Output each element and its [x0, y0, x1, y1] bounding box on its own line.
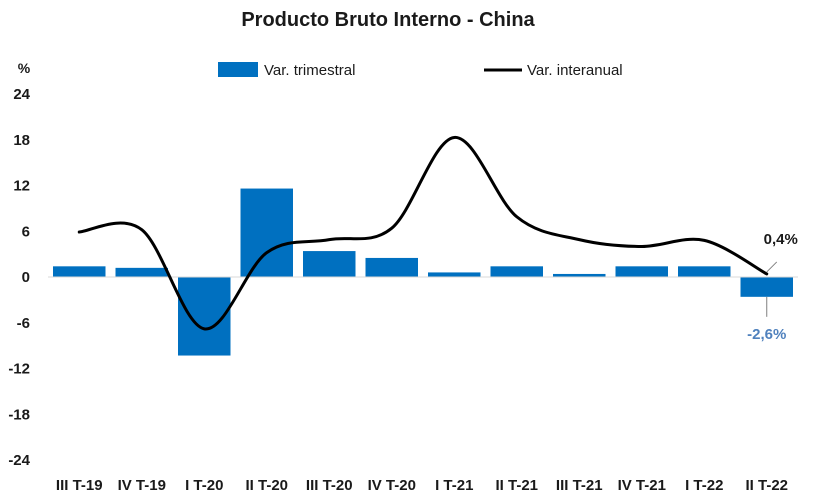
y-tick-label: 6 — [22, 223, 30, 240]
y-axis: 24 18 12 6 0 -6 -12 -18 -24 — [8, 86, 30, 469]
x-tick-label: I T-20 — [185, 477, 223, 494]
x-tick-label: II T-21 — [495, 477, 538, 494]
bar-iv-t-20 — [365, 257, 418, 277]
bar-iv-t-19 — [115, 267, 168, 277]
chart-title: Producto Bruto Interno - China — [241, 9, 535, 31]
x-tick-label: III T-19 — [56, 477, 103, 494]
annotation-leader-line — [766, 261, 778, 273]
y-tick-label: 24 — [13, 86, 30, 103]
x-tick-label: I T-22 — [685, 477, 723, 494]
annotation-var-interanual-last: 0,4% — [764, 231, 798, 248]
x-tick-label: III T-20 — [306, 477, 353, 494]
y-tick-label: -24 — [8, 452, 30, 469]
legend-swatch-var-trimestral — [218, 62, 258, 77]
bar-iii-t-19 — [53, 266, 106, 277]
annotations: 0,4% -2,6% — [747, 231, 798, 343]
bar-i-t-22 — [678, 266, 731, 277]
x-tick-label: IV T-19 — [118, 477, 166, 494]
bar-i-t-21 — [428, 272, 481, 277]
annotation-var-trimestral-last: -2,6% — [747, 326, 786, 343]
legend-label-var-trimestral: Var. trimestral — [264, 62, 355, 79]
y-tick-label: 12 — [13, 178, 30, 195]
bar-ii-t-21 — [490, 266, 543, 277]
y-unit-label: % — [18, 60, 31, 76]
legend-label-var-interanual: Var. interanual — [527, 62, 623, 79]
bars — [53, 188, 793, 356]
y-tick-label: 18 — [13, 132, 30, 149]
x-axis: III T-19 IV T-19 I T-20 II T-20 III T-20 IV T… — [56, 477, 788, 494]
bar-ii-t-20 — [240, 188, 293, 277]
bar-iii-t-21 — [553, 273, 606, 277]
x-tick-label: I T-21 — [435, 477, 473, 494]
y-tick-label: 0 — [22, 269, 30, 286]
bar-iv-t-21 — [615, 266, 668, 277]
y-tick-label: -18 — [8, 406, 30, 423]
x-tick-label: III T-21 — [556, 477, 603, 494]
legend: Var. trimestral Var. interanual — [218, 62, 623, 79]
y-tick-label: -12 — [8, 361, 30, 378]
x-tick-label: IV T-20 — [368, 477, 416, 494]
x-tick-label: II T-22 — [745, 477, 788, 494]
bar-iii-t-20 — [303, 251, 356, 277]
x-tick-label: IV T-21 — [618, 477, 666, 494]
x-tick-label: II T-20 — [245, 477, 288, 494]
bar-ii-t-22 — [740, 277, 793, 297]
y-tick-label: -6 — [17, 315, 30, 332]
series-line-var-interanual — [77, 135, 769, 331]
